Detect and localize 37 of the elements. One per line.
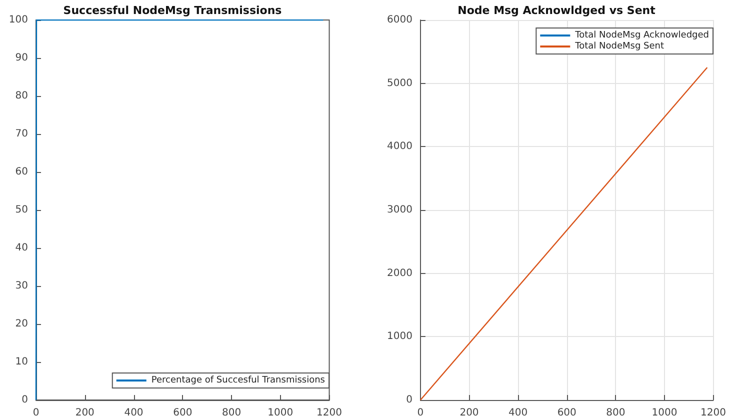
x-tick-label: 1000 — [268, 408, 294, 418]
x-tick-label: 200 — [460, 408, 479, 418]
x-tick-label: 1000 — [652, 408, 678, 418]
x-tick-label: 1200 — [316, 408, 342, 418]
y-tick-label: 60 — [15, 166, 28, 178]
y-tick-label: 0 — [22, 394, 28, 406]
x-tick-label: 400 — [508, 408, 528, 418]
legend-label: Percentage of Succesful Transmissions — [151, 376, 326, 386]
x-tick-label: 600 — [557, 408, 576, 418]
y-tick-label: 2000 — [386, 268, 412, 279]
chart-title: Node Msg Acknowldged vs Sent — [458, 4, 656, 17]
y-tick-label: 10 — [15, 356, 28, 368]
x-tick-label: 400 — [124, 408, 144, 418]
x-tick-label: 0 — [417, 408, 424, 418]
y-tick-label: 30 — [15, 280, 28, 292]
x-tick-label: 600 — [173, 408, 192, 418]
x-tick-label: 800 — [606, 408, 626, 418]
y-tick-label: 1000 — [386, 331, 412, 342]
y-tick-label: 20 — [15, 318, 28, 330]
y-tick-label: 4000 — [386, 141, 412, 152]
y-tick-label: 3000 — [386, 204, 412, 216]
y-tick-label: 50 — [15, 204, 28, 216]
y-tick-label: 5000 — [386, 78, 412, 89]
y-tick-label: 80 — [15, 90, 28, 102]
y-tick-label: 6000 — [386, 14, 412, 26]
legend-label: Total NodeMsg Acknowledged — [574, 30, 710, 40]
y-tick-label: 0 — [406, 394, 412, 406]
x-tick-label: 200 — [75, 408, 94, 418]
chart-title: Successful NodeMsg Transmissions — [63, 4, 282, 17]
x-tick-label: 0 — [32, 408, 40, 418]
y-tick-label: 70 — [15, 128, 28, 140]
y-tick-label: 90 — [15, 52, 28, 64]
y-tick-label: 40 — [15, 242, 28, 254]
x-tick-label: 800 — [222, 408, 242, 418]
legend-label: Total NodeMsg Sent — [574, 42, 665, 52]
x-tick-label: 1200 — [700, 408, 726, 418]
y-tick-label: 100 — [8, 14, 28, 26]
